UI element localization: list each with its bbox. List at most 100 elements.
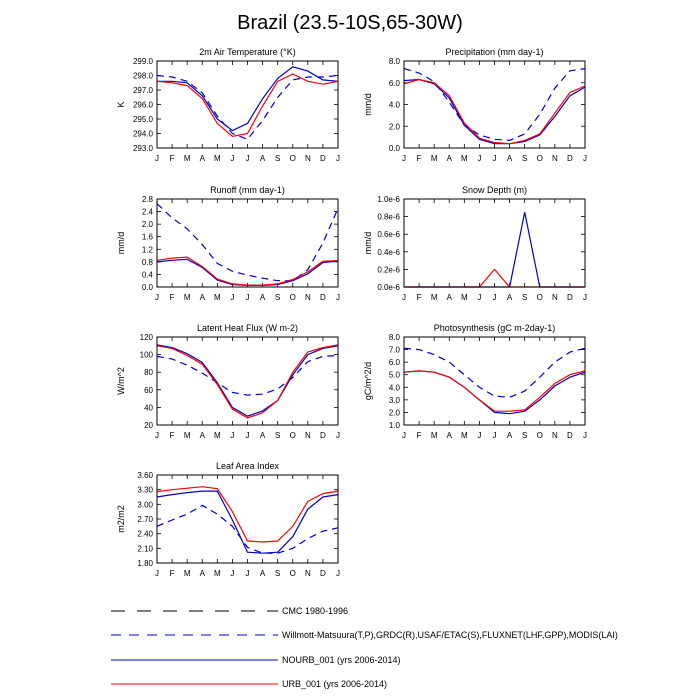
y-tick-label: 1.0 — [389, 421, 401, 430]
x-tick-label: A — [200, 569, 206, 578]
panel-title: Leaf Area Index — [216, 461, 280, 471]
series-line-urb — [403, 370, 586, 412]
y-tick-label: 0.0e-6 — [377, 283, 400, 292]
x-tick-label: J — [583, 293, 587, 302]
x-tick-label: M — [214, 431, 221, 440]
y-axis-label: mm/d — [363, 232, 373, 255]
x-tick-label: A — [200, 154, 206, 163]
y-axis-label: mm/d — [116, 232, 126, 255]
x-tick-label: S — [275, 154, 280, 163]
plot-frame — [156, 474, 339, 564]
x-tick-label: J — [336, 569, 340, 578]
y-tick-label: 3.00 — [137, 500, 153, 509]
y-tick-label: 2.0 — [142, 220, 154, 229]
y-tick-label: 80 — [144, 368, 153, 377]
y-tick-label: 3.60 — [137, 471, 153, 480]
y-tick-label: 2.4 — [142, 208, 154, 217]
x-tick-label: M — [214, 293, 221, 302]
panel-title: Runoff (mm day-1) — [210, 185, 285, 195]
x-tick-label: N — [552, 293, 558, 302]
x-tick-label: J — [230, 569, 234, 578]
y-tick-label: 2.40 — [137, 530, 153, 539]
x-tick-label: J — [246, 431, 250, 440]
legend: CMC 1980-1996 Willmott-Matsuura(T,P),GRDC… — [111, 606, 618, 689]
x-tick-label: F — [170, 293, 175, 302]
y-tick-label: 295.0 — [133, 115, 154, 124]
x-tick-label: A — [260, 293, 266, 302]
x-tick-label: M — [184, 154, 191, 163]
x-tick-label: M — [214, 569, 221, 578]
x-tick-label: D — [320, 154, 326, 163]
legend-label: URB_001 (yrs 2006-2014) — [282, 679, 387, 689]
x-tick-label: A — [447, 293, 453, 302]
x-tick-label: J — [493, 293, 497, 302]
series-line-nourb — [403, 370, 586, 415]
plot-frame — [156, 336, 339, 426]
x-tick-label: J — [493, 154, 497, 163]
chart-panel: Leaf Area Index m2/m2 1.80 2.10 2.40 2.70 3.00… — [116, 461, 340, 578]
y-tick-label: 0.2e-6 — [377, 265, 400, 274]
panels: 2m Air Temperature (°K) K 293.0 294.0 295.0 2… — [116, 47, 587, 578]
series-line-obs — [403, 68, 586, 142]
chart-panel: Snow Depth (m) mm/d 0.0e-6 0.2e-6 0.4e-6 0.6e… — [363, 185, 587, 302]
series-line-obs — [403, 347, 586, 398]
series-line-urb — [156, 344, 339, 419]
x-tick-label: A — [507, 154, 513, 163]
x-tick-label: J — [477, 154, 481, 163]
series-line-urb — [156, 486, 339, 543]
x-tick-label: J — [583, 431, 587, 440]
x-tick-label: A — [260, 431, 266, 440]
x-tick-label: J — [477, 431, 481, 440]
legend-label: Willmott-Matsuura(T,P),GRDC(R),USAF/ETAC… — [282, 630, 618, 640]
x-tick-label: M — [184, 569, 191, 578]
y-tick-label: 6.0 — [389, 79, 401, 88]
x-tick-label: A — [200, 293, 206, 302]
y-tick-label: 1.6 — [142, 233, 154, 242]
x-tick-label: F — [170, 431, 175, 440]
chart-panel: Runoff (mm day-1) mm/d 0.0 0.4 0.8 1.2 1.6 2.0 2… — [116, 185, 340, 302]
x-tick-label: M — [461, 154, 468, 163]
x-tick-label: O — [290, 293, 296, 302]
y-tick-label: 298.0 — [133, 72, 154, 81]
x-tick-label: N — [305, 154, 311, 163]
x-tick-label: A — [447, 154, 453, 163]
series-line-urb — [156, 73, 339, 138]
x-tick-label: N — [552, 431, 558, 440]
x-tick-label: O — [537, 154, 543, 163]
x-tick-label: O — [290, 569, 296, 578]
x-tick-label: D — [567, 431, 573, 440]
y-tick-label: 60 — [144, 386, 153, 395]
x-tick-label: J — [402, 431, 406, 440]
x-tick-label: S — [522, 293, 527, 302]
x-tick-label: J — [246, 154, 250, 163]
y-axis-label: gC/m^2/d — [363, 362, 373, 400]
x-tick-label: J — [155, 293, 159, 302]
figure-title: Brazil (23.5-10S,65-30W) — [237, 12, 463, 34]
x-tick-label: O — [290, 431, 296, 440]
y-axis-label: mm/d — [363, 93, 373, 116]
x-tick-label: M — [214, 154, 221, 163]
y-axis-label: W/m^2 — [116, 367, 126, 395]
x-tick-label: F — [417, 154, 422, 163]
x-tick-label: J — [477, 293, 481, 302]
series-line-nourb — [156, 258, 339, 286]
plot-frame — [403, 198, 586, 288]
x-tick-label: A — [260, 569, 266, 578]
x-tick-label: A — [447, 431, 453, 440]
x-tick-label: D — [320, 431, 326, 440]
series-line-nourb — [156, 344, 339, 417]
y-tick-label: 7.0 — [389, 346, 401, 355]
series-line-urb — [403, 78, 586, 145]
x-tick-label: J — [246, 569, 250, 578]
x-tick-label: A — [200, 431, 206, 440]
x-tick-label: A — [260, 154, 266, 163]
legend-label: NOURB_001 (yrs 2006-2014) — [282, 655, 401, 665]
plot-frame — [156, 198, 339, 288]
series-line-obs — [156, 354, 339, 396]
plot-frame — [403, 336, 586, 426]
x-tick-label: D — [567, 154, 573, 163]
x-tick-label: A — [507, 431, 513, 440]
x-tick-label: S — [275, 569, 280, 578]
y-tick-label: 296.0 — [133, 101, 154, 110]
